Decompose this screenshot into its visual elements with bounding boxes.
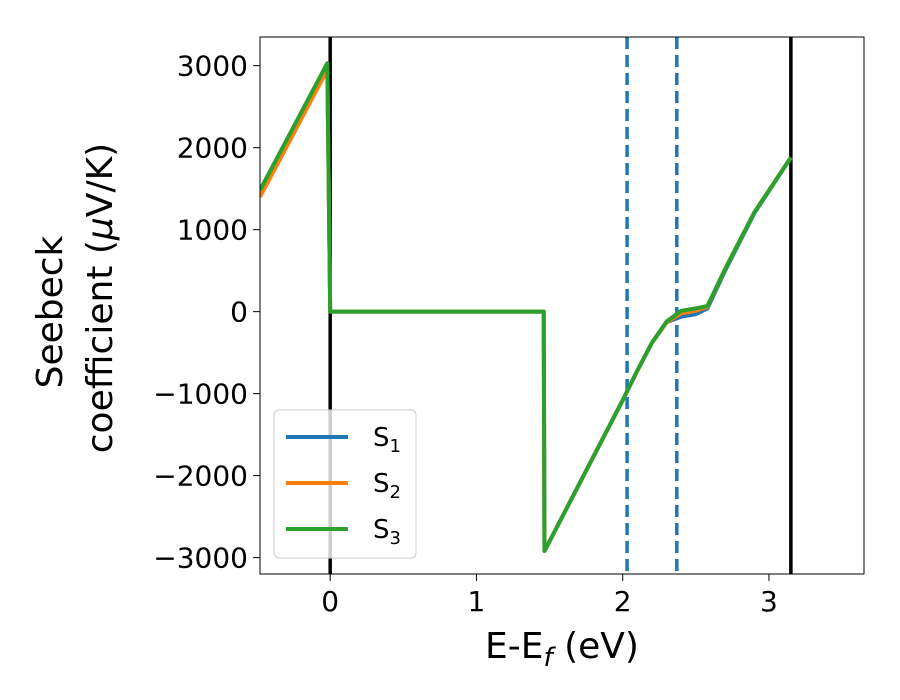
y-axis-label-line2: coefficient (μV/K) [80, 143, 121, 453]
y-tick-label: −2000 [153, 460, 248, 493]
legend-label-S1: S1 [373, 423, 401, 457]
series-line-S3 [260, 61, 793, 553]
y-axis-label-line1: Seebeck [30, 235, 71, 388]
x-tick-label: 2 [614, 585, 632, 618]
x-tick-label: 0 [321, 585, 339, 618]
y-tick-label: −1000 [153, 378, 248, 411]
x-axis: 0 1 2 3 [321, 574, 778, 618]
y-tick-label: 3000 [177, 50, 248, 83]
legend: S1 S2 S3 [273, 409, 417, 559]
y-axis: 3000 2000 1000 0 −1000 −2000 −3000 [153, 50, 260, 575]
y-tick-label: 0 [230, 296, 248, 329]
x-tick-label: 1 [468, 585, 486, 618]
y-tick-label: −3000 [153, 542, 248, 575]
plot-frame [259, 36, 865, 575]
y-tick-label: 1000 [177, 214, 248, 247]
legend-label-S2: S2 [373, 469, 401, 503]
x-axis-label: E-Ef (eV) [485, 626, 639, 673]
x-tick-label: 3 [760, 585, 778, 618]
y-tick-label: 2000 [177, 132, 248, 165]
plot-area [260, 37, 793, 574]
legend-label-S3: S3 [373, 515, 401, 549]
